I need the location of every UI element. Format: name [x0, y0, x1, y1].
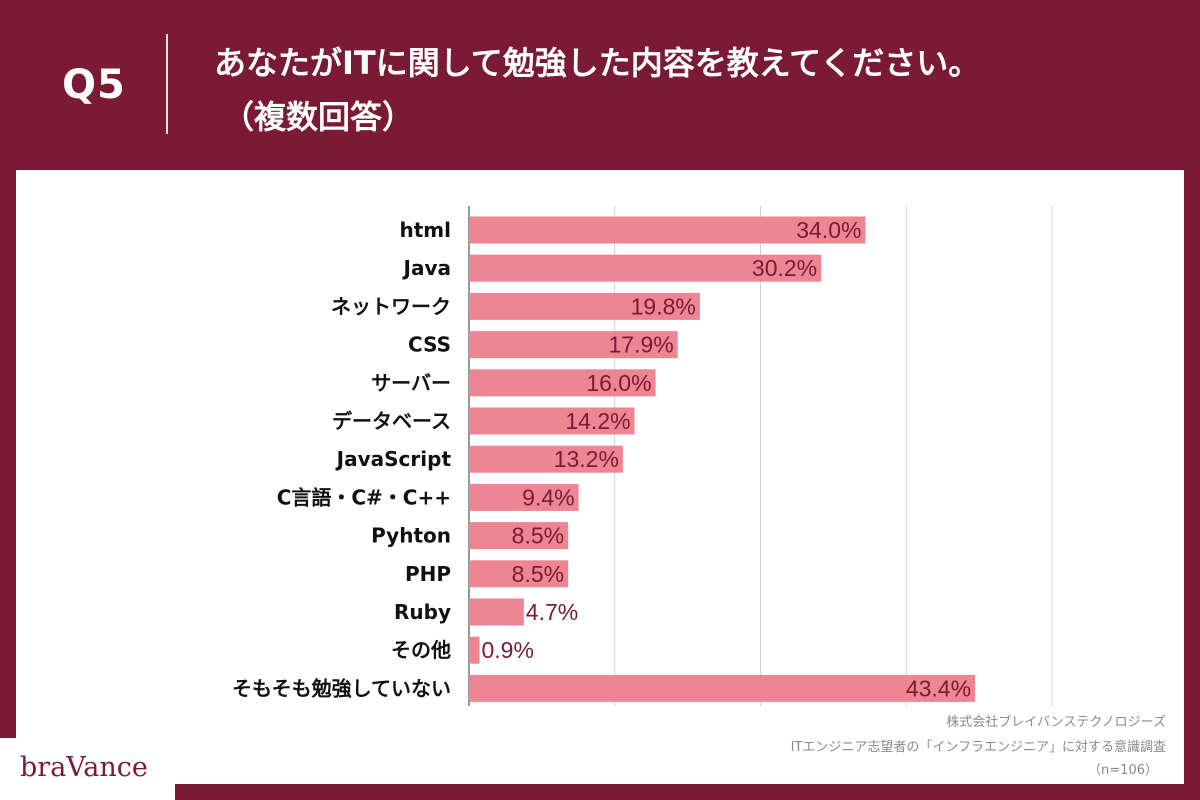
question-title: あなたがITに関して勉強した内容を教えてください。 [214, 44, 981, 82]
bar-3 [469, 331, 678, 359]
bar-0 [469, 216, 866, 244]
bar-12 [469, 674, 976, 702]
category-label: そもそも勉強していない [232, 676, 451, 700]
value-label: 34.0% [796, 217, 861, 243]
category-label: データベース [332, 409, 451, 433]
value-label: 8.5% [512, 561, 564, 587]
source-company: 株式会社ブレイバンステクノロジーズ [946, 715, 1166, 730]
question-number: Q5 [62, 62, 126, 108]
value-label: 43.4% [906, 675, 971, 701]
value-label: 17.9% [608, 332, 673, 358]
category-label: Ruby [394, 600, 451, 624]
bar-6 [469, 445, 623, 473]
bar-9 [469, 560, 569, 588]
header: Q5 あなたがITに関して勉強した内容を教えてください。 （複数回答） [0, 0, 1200, 170]
brand-logo: braVance [20, 752, 148, 783]
value-label: 14.2% [565, 408, 630, 434]
value-label: 13.2% [554, 446, 619, 472]
value-label: 30.2% [752, 255, 817, 281]
header-divider [166, 34, 168, 134]
bar-4 [469, 369, 656, 397]
bar-10 [469, 598, 524, 626]
category-label: C言語・C#・C++ [277, 485, 451, 509]
chart-labels: html 34.0% Java 30.2% ネットワーク 19.8% CSS 17.9% サーバ… [232, 217, 971, 701]
bar-11 [469, 636, 480, 664]
category-label: html [400, 218, 452, 242]
bar-2 [469, 292, 700, 320]
value-label: 9.4% [522, 484, 574, 510]
category-label: PHP [405, 562, 451, 586]
category-label: ネットワーク [331, 294, 451, 318]
category-label: Pyhton [371, 524, 451, 548]
category-label: JavaScript [335, 447, 452, 471]
sample-size: （n=106） [1088, 763, 1158, 778]
value-label: 16.0% [586, 370, 651, 396]
category-label: その他 [391, 638, 451, 662]
bar-5 [469, 407, 635, 435]
value-label: 19.8% [631, 293, 696, 319]
value-label: 8.5% [512, 523, 564, 549]
value-label: 0.9% [481, 637, 533, 663]
category-label: サーバー [371, 371, 451, 395]
chart-bars [469, 216, 976, 702]
bar-8 [469, 522, 569, 550]
category-label: Java [402, 256, 451, 280]
question-subtitle: （複数回答） [222, 98, 415, 136]
logo-tab [0, 738, 175, 800]
bar-7 [469, 483, 579, 511]
category-label: CSS [408, 333, 451, 357]
bar-1 [469, 254, 822, 282]
value-label: 4.7% [526, 599, 578, 625]
source-survey: ITエンジニア志望者の「インフラエンジニア」に対する意識調査 [790, 740, 1166, 755]
